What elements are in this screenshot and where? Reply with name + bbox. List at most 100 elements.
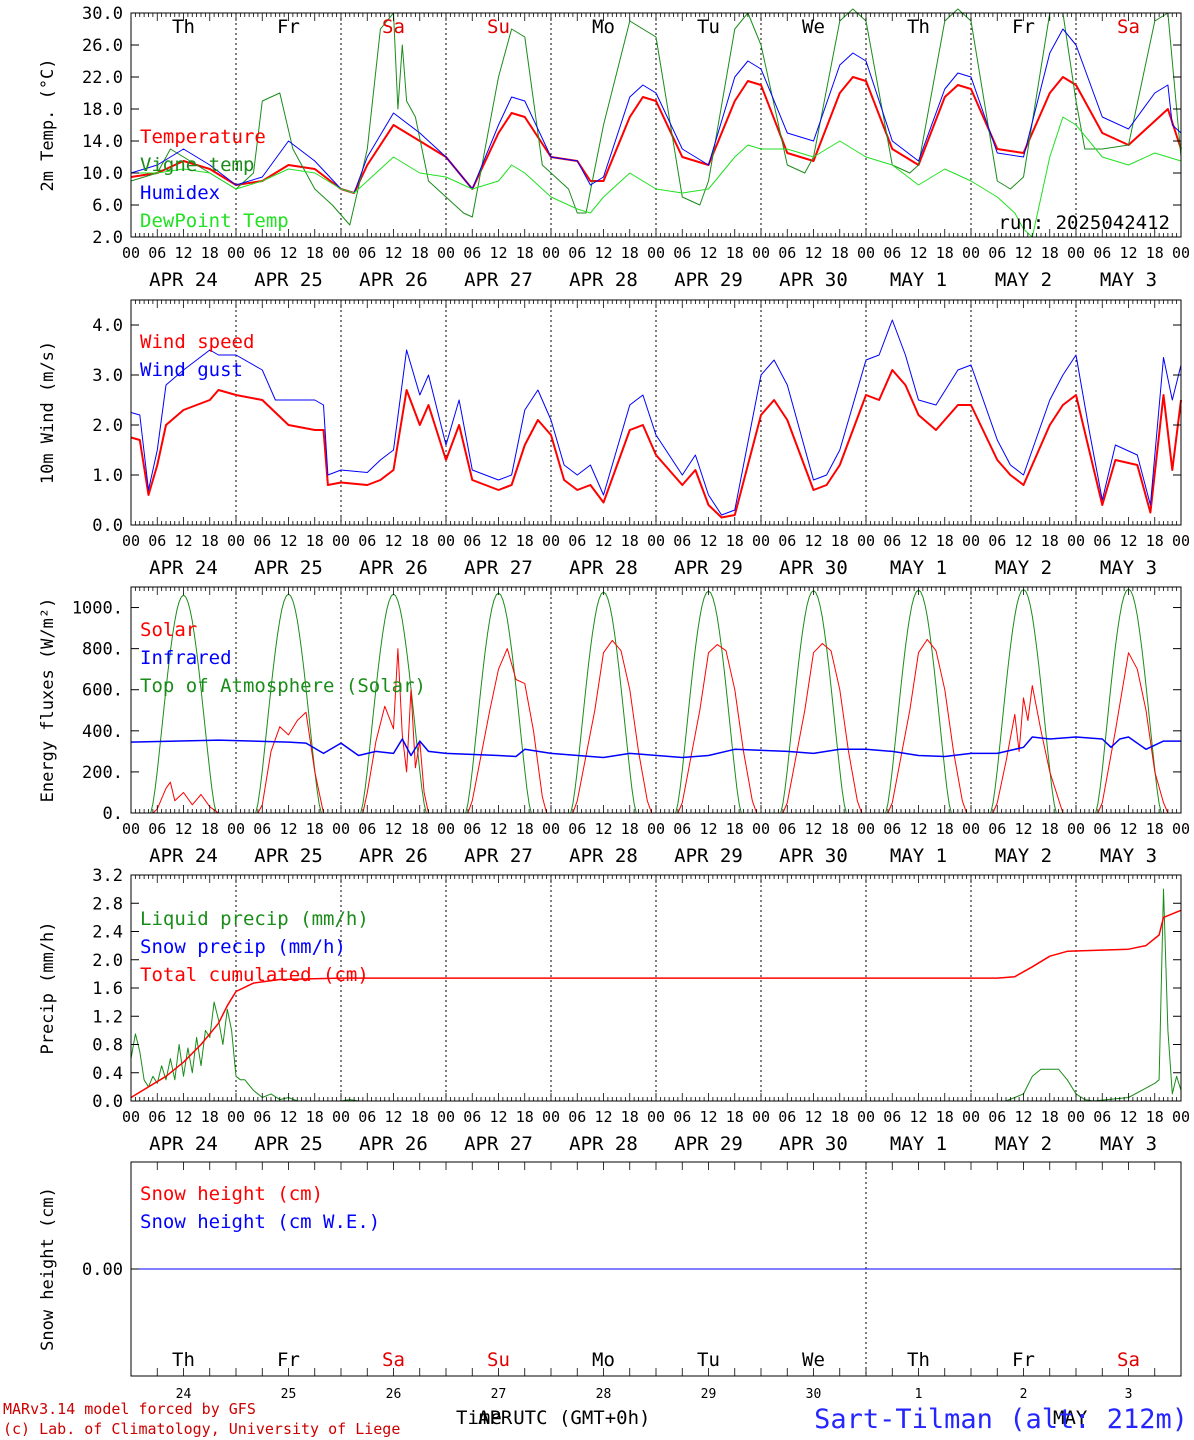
hour-label: 18 <box>1146 244 1164 262</box>
hour-label: 18 <box>411 1108 429 1126</box>
legend-label: Solar <box>140 619 197 641</box>
date-label: APR 28 <box>569 1133 638 1155</box>
date-label: APR 24 <box>149 845 218 867</box>
day-abbr-bottom: Th <box>907 1349 930 1371</box>
date-label: APR 30 <box>779 845 848 867</box>
date-label: MAY 2 <box>995 269 1052 291</box>
hour-label: 00 <box>122 532 140 550</box>
hour-label: 12 <box>174 820 192 838</box>
hour-label: 18 <box>201 1108 219 1126</box>
hour-label: 06 <box>148 532 166 550</box>
hour-label: 06 <box>568 1108 586 1126</box>
hour-label: 00 <box>122 244 140 262</box>
date-label: MAY 3 <box>1100 1133 1157 1155</box>
hour-label: 12 <box>279 1108 297 1126</box>
hour-label: 12 <box>489 1108 507 1126</box>
hour-label: 00 <box>542 1108 560 1126</box>
hour-label: 06 <box>1093 820 1111 838</box>
hour-label: 06 <box>673 532 691 550</box>
hour-label: 00 <box>227 820 245 838</box>
hour-label: 00 <box>752 820 770 838</box>
hour-label: 12 <box>804 820 822 838</box>
hour-label: 18 <box>936 532 954 550</box>
hour-label: 00 <box>542 820 560 838</box>
y-tick-label: 26.0 <box>82 36 123 56</box>
day-abbr-bottom: Su <box>487 1349 510 1371</box>
hour-label: 06 <box>568 820 586 838</box>
series-wind-speed <box>130 369 1182 519</box>
hour-label: 12 <box>279 532 297 550</box>
hour-label: 12 <box>489 244 507 262</box>
hour-label: 12 <box>699 244 717 262</box>
hour-label: 06 <box>358 1108 376 1126</box>
date-label: APR 27 <box>464 269 533 291</box>
y-tick-label: 3.0 <box>92 366 123 386</box>
date-label: MAY 2 <box>995 845 1052 867</box>
date-label: APR 25 <box>254 1133 323 1155</box>
y-tick-label: 3.2 <box>92 866 123 886</box>
hour-label: 12 <box>279 244 297 262</box>
hour-label: 12 <box>804 1108 822 1126</box>
date-label: MAY 1 <box>890 269 947 291</box>
hour-label: 00 <box>962 1108 980 1126</box>
series-infrared <box>130 736 1181 759</box>
hour-label: 18 <box>201 244 219 262</box>
date-label: APR 27 <box>464 1133 533 1155</box>
hour-label: 18 <box>831 1108 849 1126</box>
hour-label: 00 <box>332 532 350 550</box>
legend-label: Wind gust <box>140 359 243 381</box>
legend-label: Liquid precip (mm/h) <box>140 908 369 930</box>
date-label: APR 26 <box>359 269 428 291</box>
hour-label: 00 <box>437 820 455 838</box>
hour-label: 18 <box>1041 244 1059 262</box>
y-tick-label: 800. <box>82 640 123 660</box>
hour-label: 06 <box>358 244 376 262</box>
day-abbr-top: Sa <box>382 16 405 38</box>
legend-label: Snow precip (mm/h) <box>140 936 346 958</box>
hour-label: 06 <box>988 532 1006 550</box>
date-label: MAY 3 <box>1100 269 1157 291</box>
hour-label: 06 <box>568 532 586 550</box>
hour-label: 00 <box>122 820 140 838</box>
hour-label: 18 <box>831 532 849 550</box>
hour-label: 00 <box>857 820 875 838</box>
hour-label: 18 <box>1146 1108 1164 1126</box>
hour-label: 06 <box>988 820 1006 838</box>
hour-label: 06 <box>883 244 901 262</box>
y-tick-label: 1.0 <box>92 466 123 486</box>
hour-label: 00 <box>647 820 665 838</box>
hour-label: 12 <box>174 244 192 262</box>
date-label: APR 24 <box>149 269 218 291</box>
hour-label: 18 <box>1041 820 1059 838</box>
hour-label: 12 <box>804 244 822 262</box>
hour-label: 18 <box>1041 532 1059 550</box>
hour-label: 00 <box>332 1108 350 1126</box>
hour-label: 06 <box>883 820 901 838</box>
hour-label: 18 <box>411 532 429 550</box>
y-axis-label: Precip (mm/h) <box>38 921 58 1054</box>
day-number: 24 <box>176 1387 192 1402</box>
day-abbr-bottom: Fr <box>1012 1349 1035 1371</box>
hour-label: 06 <box>883 532 901 550</box>
hour-label: 00 <box>1172 1108 1190 1126</box>
hour-label: 00 <box>647 244 665 262</box>
y-tick-label: 30.0 <box>82 4 123 24</box>
day-abbr-top: We <box>802 16 825 38</box>
hour-label: 00 <box>1067 1108 1085 1126</box>
day-number: 3 <box>1125 1387 1133 1402</box>
date-label: APR 30 <box>779 1133 848 1155</box>
date-label: APR 29 <box>674 557 743 579</box>
y-tick-label: 0. <box>103 804 123 824</box>
hour-label: 06 <box>1093 532 1111 550</box>
y-tick-label: 0.00 <box>82 1260 123 1280</box>
y-tick-label: 14.0 <box>82 132 123 152</box>
hour-label: 06 <box>253 532 271 550</box>
hour-label: 12 <box>279 820 297 838</box>
y-tick-label: 200. <box>82 763 123 783</box>
series-total-cumulated-cm- <box>130 909 1182 1099</box>
date-label: APR 26 <box>359 1133 428 1155</box>
day-number: 28 <box>596 1387 612 1402</box>
y-tick-label: 1.6 <box>92 979 123 999</box>
hour-label: 00 <box>332 244 350 262</box>
